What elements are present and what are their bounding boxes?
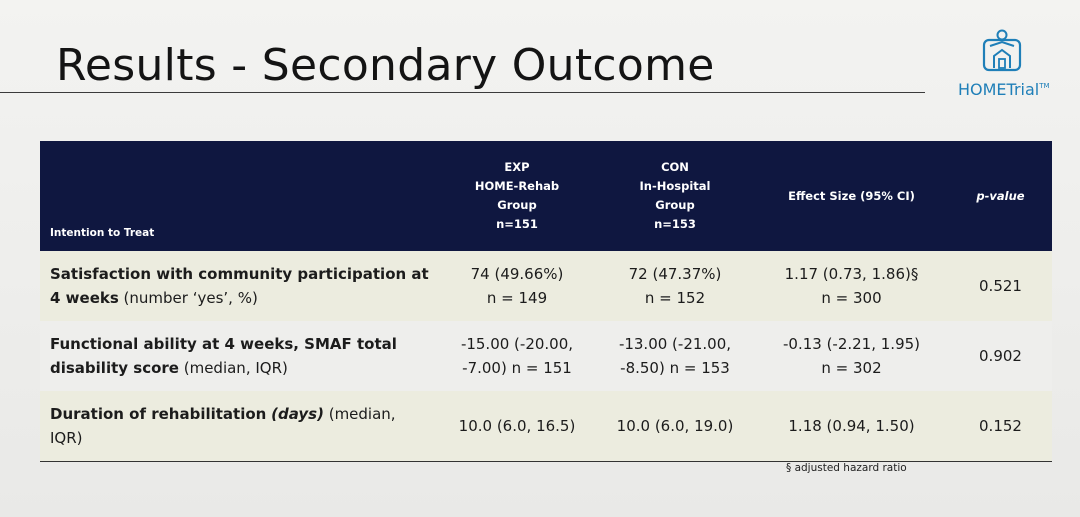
home-person-icon: [982, 29, 1022, 72]
exp-cell: -15.00 (-20.00, -7.00) n = 151: [438, 321, 596, 391]
effect-cell: 1.18 (0.94, 1.50): [754, 391, 949, 462]
title-divider: [0, 92, 925, 93]
row-label: Duration of rehabilitation (days) (media…: [40, 391, 438, 462]
table-row: Satisfaction with community participatio…: [40, 251, 1052, 321]
exp-cell: 10.0 (6.0, 16.5): [438, 391, 596, 462]
header-exp-group: EXP HOME-Rehab Group n=151: [438, 141, 596, 251]
header-con-group: CON In-Hospital Group n=153: [596, 141, 754, 251]
header-intention-to-treat: Intention to Treat: [40, 141, 438, 251]
row-label: Functional ability at 4 weeks, SMAF tota…: [40, 321, 438, 391]
row-label: Satisfaction with community participatio…: [40, 251, 438, 321]
table-row: Duration of rehabilitation (days) (media…: [40, 391, 1052, 462]
effect-cell: 1.17 (0.73, 1.86)§ n = 300: [754, 251, 949, 321]
p-value-cell: 0.902: [949, 321, 1052, 391]
con-cell: -13.00 (-21.00, -8.50) n = 153: [596, 321, 754, 391]
exp-cell: 74 (49.66%) n = 149: [438, 251, 596, 321]
effect-cell: -0.13 (-2.21, 1.95) n = 302: [754, 321, 949, 391]
table-header-row: Intention to Treat EXP HOME-Rehab Group …: [40, 141, 1052, 251]
results-table: Intention to Treat EXP HOME-Rehab Group …: [40, 141, 1052, 462]
logo-text: HOMETrialTM: [958, 80, 1050, 99]
table-row: Functional ability at 4 weeks, SMAF tota…: [40, 321, 1052, 391]
header-effect-size: Effect Size (95% CI): [754, 141, 949, 251]
p-value-cell: 0.152: [949, 391, 1052, 462]
p-value-cell: 0.521: [949, 251, 1052, 321]
con-cell: 10.0 (6.0, 19.0): [596, 391, 754, 462]
con-cell: 72 (47.37%) n = 152: [596, 251, 754, 321]
header-p-value: p-value: [949, 141, 1052, 251]
hometrial-logo: HOMETrialTM: [950, 28, 1060, 108]
slide-title: Results - Secondary Outcome: [56, 40, 715, 91]
footnote: § adjusted hazard ratio: [786, 462, 907, 474]
